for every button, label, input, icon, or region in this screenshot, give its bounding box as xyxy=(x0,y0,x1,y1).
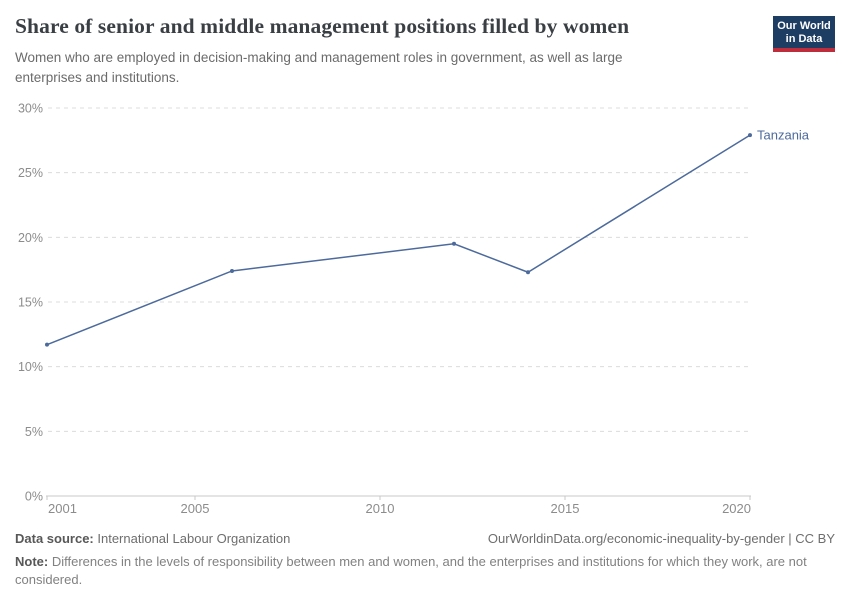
chart-subtitle: Women who are employed in decision-makin… xyxy=(15,50,623,85)
data-point-tanzania-2006[interactable] xyxy=(230,268,234,273)
note-label: Note: xyxy=(15,554,49,569)
y-axis-tick-0: 0% xyxy=(25,490,43,504)
x-axis-tick-2015: 2015 xyxy=(551,501,580,516)
data-source-label: Data source: xyxy=(15,531,94,546)
data-point-tanzania-2001[interactable] xyxy=(45,342,49,347)
y-axis-tick-15: 15% xyxy=(18,296,43,310)
data-source-value: International Labour Organization xyxy=(93,531,291,546)
data-point-tanzania-2014[interactable] xyxy=(526,270,530,275)
x-axis-tick-2010: 2010 xyxy=(366,501,395,516)
owid-logo[interactable]: Our World in Data xyxy=(773,16,835,52)
owid-logo-line2: in Data xyxy=(785,33,823,45)
chart-footer: Data source: International Labour Organi… xyxy=(15,531,835,588)
data-source: Data source: International Labour Organi… xyxy=(15,531,290,546)
data-point-tanzania-2020[interactable] xyxy=(748,133,752,138)
owid-logo-line1: Our World xyxy=(777,20,831,32)
chart-title: Share of senior and middle management po… xyxy=(15,14,630,38)
y-axis-tick-10: 10% xyxy=(18,360,43,374)
data-point-tanzania-2012[interactable] xyxy=(452,241,456,246)
line-chart: 0% 5% 10% 15% 20% 25% 30% 2001 2005 2010 2015 2020 T… xyxy=(18,102,810,517)
x-axis-tick-2005: 2005 xyxy=(181,501,210,516)
x-axis-tick-2020: 2020 xyxy=(722,501,751,516)
attribution-link[interactable]: OurWorldinData.org/economic-inequality-b… xyxy=(487,531,835,546)
footer-source-row: Data source: International Labour Organi… xyxy=(15,531,835,546)
note-text: Differences in the levels of responsibil… xyxy=(15,554,807,587)
y-axis-tick-20: 20% xyxy=(18,231,43,245)
chart-header: Share of senior and middle management po… xyxy=(15,14,765,87)
chart-svg: 0% 5% 10% 15% 20% 25% 30% 2001 2005 2010 2015 2020 T… xyxy=(18,102,810,517)
x-axis-tick-2001: 2001 xyxy=(48,501,77,516)
series-line-tanzania[interactable] xyxy=(46,134,751,346)
footer-note: Note: Differences in the levels of respo… xyxy=(15,553,835,588)
y-axis-tick-30: 30% xyxy=(18,102,43,116)
y-axis-tick-25: 25% xyxy=(18,166,43,180)
y-axis-tick-5: 5% xyxy=(25,425,43,439)
series-label-tanzania[interactable]: Tanzania xyxy=(757,128,810,143)
